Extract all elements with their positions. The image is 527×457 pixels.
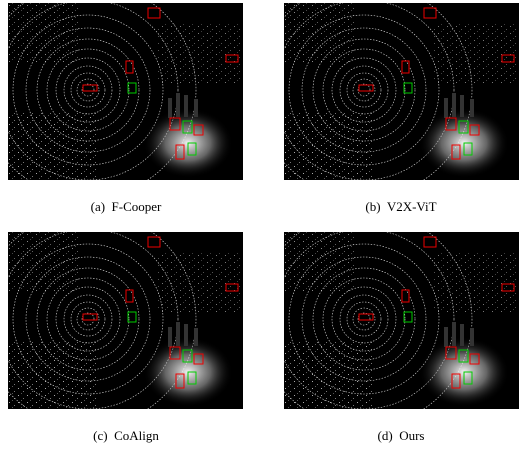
lidar-panel — [0, 211, 243, 427]
lidar-panel — [0, 0, 243, 198]
lidar-panel — [256, 211, 519, 427]
lidar-panel — [256, 0, 519, 198]
caption: (d) Ours — [378, 428, 425, 443]
caption: (a) F-Cooper — [91, 199, 162, 214]
caption: (c) CoAlign — [93, 428, 159, 443]
caption: (b) V2X-ViT — [365, 199, 436, 214]
